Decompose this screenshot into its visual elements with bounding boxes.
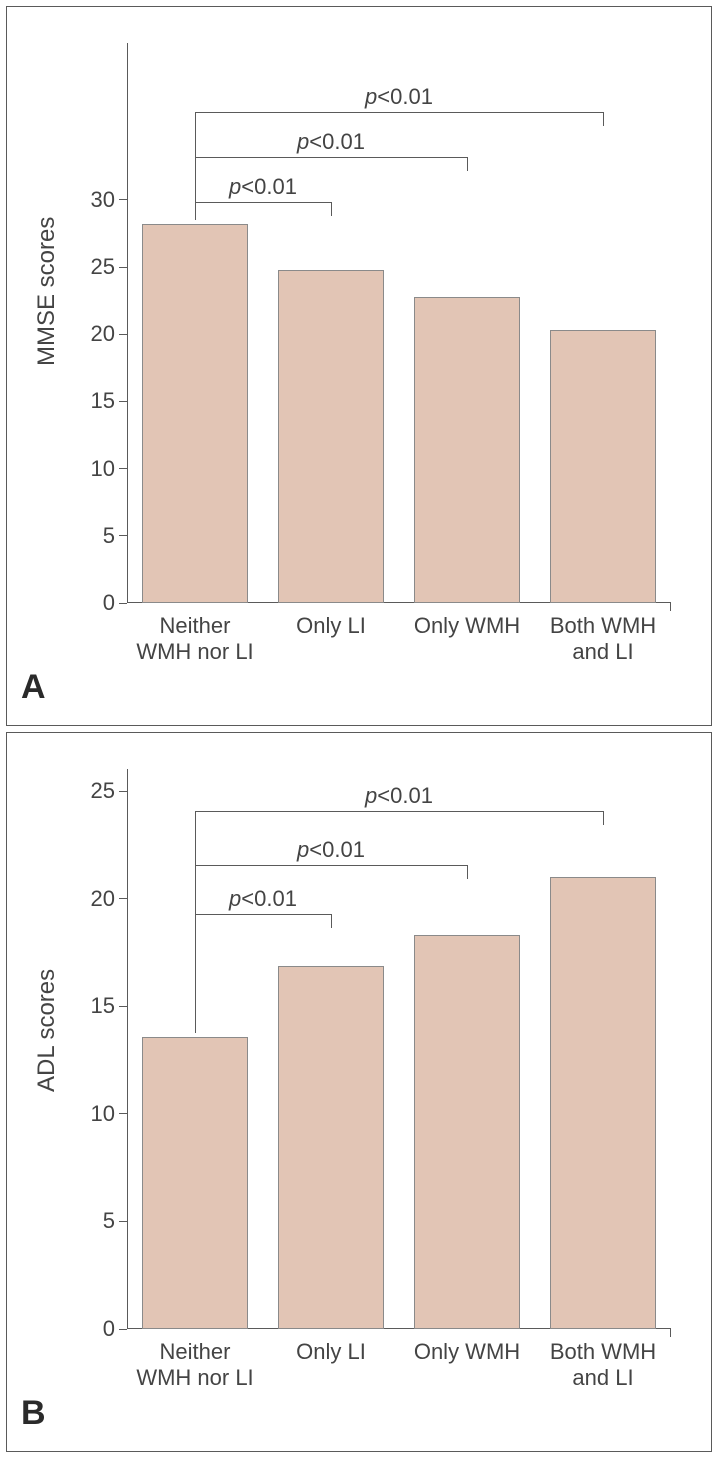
category-label: Only WMH bbox=[399, 1339, 535, 1365]
y-tick-label: 10 bbox=[91, 1101, 115, 1127]
y-tick bbox=[119, 603, 127, 604]
bar bbox=[550, 330, 656, 603]
category-label: Only WMH bbox=[399, 613, 535, 639]
y-tick bbox=[119, 1113, 127, 1114]
y-tick bbox=[119, 1329, 127, 1330]
panel-a-inner: MMSE scores p<0.01p<0.01p<0.01 051015202… bbox=[7, 7, 711, 725]
y-tick-label: 25 bbox=[91, 254, 115, 280]
y-tick-label: 20 bbox=[91, 886, 115, 912]
y-tick bbox=[119, 1221, 127, 1222]
panel-a-label: A bbox=[21, 668, 46, 707]
category-label: Both WMH and LI bbox=[535, 1339, 671, 1392]
panel-b-bars-layer bbox=[127, 769, 671, 1329]
y-tick bbox=[119, 1006, 127, 1007]
panel-a-bars-layer bbox=[127, 43, 671, 603]
figure-stack: MMSE scores p<0.01p<0.01p<0.01 051015202… bbox=[0, 6, 718, 1452]
category-label: Neither WMH nor LI bbox=[127, 1339, 263, 1392]
category-label: Only LI bbox=[263, 1339, 399, 1365]
panel-b-y-axis-title: ADL scores bbox=[33, 969, 61, 1092]
bar bbox=[142, 1037, 248, 1329]
y-tick-label: 15 bbox=[91, 388, 115, 414]
y-tick-label: 30 bbox=[91, 187, 115, 213]
panel-b-plot-area: p<0.01p<0.01p<0.01 0510152025Neither WMH… bbox=[127, 769, 671, 1329]
panel-a-y-axis-title: MMSE scores bbox=[33, 217, 61, 366]
bar bbox=[142, 224, 248, 603]
y-tick bbox=[119, 401, 127, 402]
y-tick bbox=[119, 898, 127, 899]
y-tick-label: 0 bbox=[103, 1316, 115, 1342]
y-tick bbox=[119, 791, 127, 792]
category-label: Neither WMH nor LI bbox=[127, 613, 263, 666]
y-tick-label: 5 bbox=[103, 523, 115, 549]
panel-a: MMSE scores p<0.01p<0.01p<0.01 051015202… bbox=[6, 6, 712, 726]
y-tick-label: 10 bbox=[91, 456, 115, 482]
panel-b-inner: ADL scores p<0.01p<0.01p<0.01 0510152025… bbox=[7, 733, 711, 1451]
y-tick-label: 20 bbox=[91, 321, 115, 347]
bar bbox=[278, 270, 384, 603]
bar bbox=[278, 966, 384, 1329]
y-tick-label: 5 bbox=[103, 1208, 115, 1234]
y-tick-label: 25 bbox=[91, 778, 115, 804]
panel-a-x-axis-end-tick bbox=[670, 603, 671, 611]
bar bbox=[414, 935, 520, 1329]
y-tick bbox=[119, 267, 127, 268]
panel-b-label: B bbox=[21, 1394, 46, 1433]
y-tick-label: 15 bbox=[91, 993, 115, 1019]
bar bbox=[414, 297, 520, 603]
y-tick bbox=[119, 199, 127, 200]
y-tick bbox=[119, 535, 127, 536]
category-label: Both WMH and LI bbox=[535, 613, 671, 666]
category-label: Only LI bbox=[263, 613, 399, 639]
bar bbox=[550, 877, 656, 1329]
panel-a-plot-area: p<0.01p<0.01p<0.01 051015202530Neither W… bbox=[127, 43, 671, 603]
panel-b: ADL scores p<0.01p<0.01p<0.01 0510152025… bbox=[6, 732, 712, 1452]
panel-b-x-axis-end-tick bbox=[670, 1329, 671, 1337]
y-tick-label: 0 bbox=[103, 590, 115, 616]
y-tick bbox=[119, 334, 127, 335]
y-tick bbox=[119, 468, 127, 469]
